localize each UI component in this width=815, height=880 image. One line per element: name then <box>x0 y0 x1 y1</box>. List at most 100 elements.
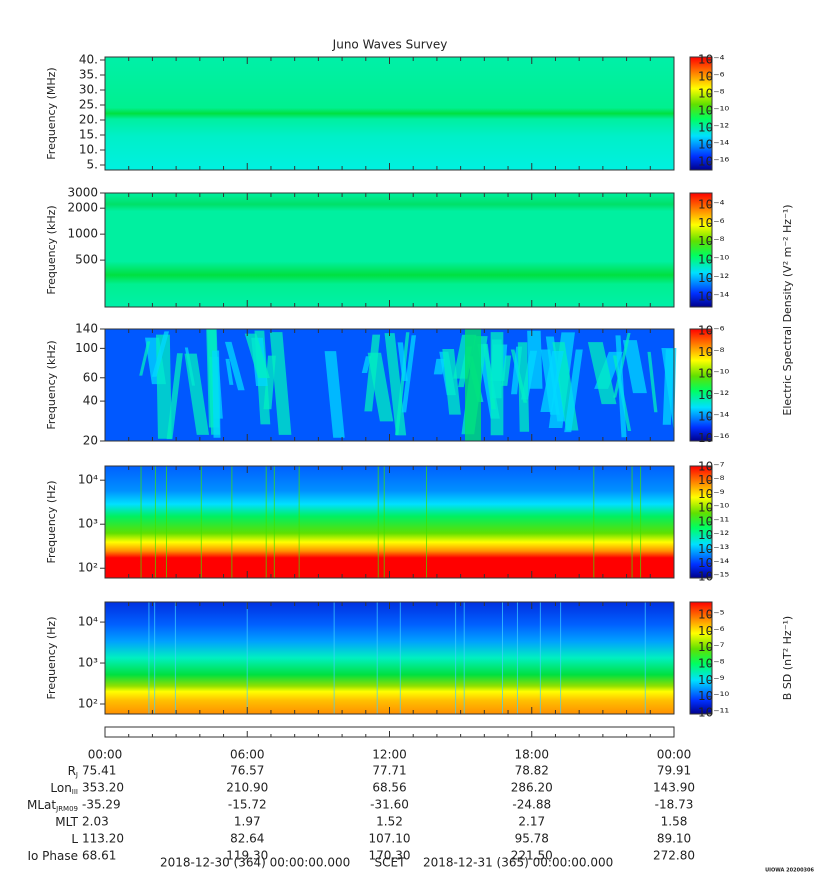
ephemeris-label: Io Phase <box>27 849 78 863</box>
colorbar-tick-label: 10⁻¹² <box>698 528 729 542</box>
y-tick-label: 140 <box>75 322 98 336</box>
colorbar-tick-label: 10⁻⁵ <box>698 608 725 622</box>
colorbar-tick-label: 10⁻⁸ <box>698 657 725 671</box>
ephemeris-value: -24.88 <box>512 798 551 812</box>
emission <box>367 352 394 422</box>
colorbar-frame <box>689 328 713 442</box>
colorbar-tick-label: 10⁻¹⁶ <box>698 154 729 168</box>
y-tick-label: 40. <box>79 52 98 66</box>
footer-center: SCET <box>375 856 407 870</box>
y-tick-label: 35. <box>79 67 98 81</box>
colorbar <box>690 602 712 714</box>
emission <box>166 353 183 440</box>
ephemeris-value: 75.41 <box>82 764 116 778</box>
colorbar-tick-label: 10⁻⁹ <box>698 673 725 687</box>
ephemeris-value: 2.17 <box>518 815 545 829</box>
ephemeris-value: 272.80 <box>653 849 695 863</box>
ephemeris-value: 353.20 <box>82 781 124 795</box>
colorbar-tick-label: 10⁻¹⁴ <box>698 137 729 151</box>
row-label: R <box>68 764 76 778</box>
colorbar-frame <box>689 56 713 171</box>
emission <box>622 340 647 394</box>
y-tick-label: 2000 <box>67 201 98 215</box>
ephemeris-label: LonIII <box>50 781 78 797</box>
colorbar-tick-label: 10⁻¹² <box>698 388 729 402</box>
y-tick-label: 1000 <box>67 227 98 241</box>
ephemeris-value: 1.52 <box>376 815 403 829</box>
row-subscript: III <box>72 788 78 796</box>
y-tick-label: 60 <box>83 370 98 384</box>
y-tick-label: 3000 <box>67 186 98 200</box>
emission <box>517 342 530 432</box>
ephemeris-value: 89.10 <box>657 832 691 846</box>
y-axis-label: Frequency (MHz) <box>45 67 58 159</box>
emission <box>401 335 417 413</box>
emission <box>151 331 170 377</box>
ephemeris-value: -35.29 <box>82 798 121 812</box>
emission <box>442 348 461 415</box>
colorbar-tick-label: 10⁻⁴ <box>698 52 725 66</box>
ephemeris-label: L <box>71 832 78 846</box>
colorbar-tick-label: 10⁻⁷ <box>698 459 725 473</box>
ephemeris-value: 79.91 <box>657 764 691 778</box>
row-label: MLat <box>27 798 56 812</box>
colorbar-tick-label: 10⁻¹⁰ <box>698 253 729 267</box>
y-tick-label: 20 <box>83 434 98 448</box>
colorbar-label: Electric Spectral Density (V² m⁻² Hz⁻¹) <box>781 204 794 415</box>
colorbar <box>690 57 712 170</box>
emission <box>662 349 674 425</box>
colorbar-tick-label: 10⁻¹¹ <box>698 706 729 720</box>
spectrogram <box>105 466 674 578</box>
ephemeris-value: 2.03 <box>82 815 109 829</box>
colorbar-tick-label: 10⁻¹⁴ <box>698 410 729 424</box>
y-tick-label: 25. <box>79 97 98 111</box>
emission <box>139 341 151 376</box>
colorbar-tick-label: 10⁻⁶ <box>698 324 725 338</box>
colorbar-tick-label: 10⁻⁸ <box>698 234 725 248</box>
row-label: MLT <box>55 815 78 829</box>
y-axis-label: Frequency (kHz) <box>45 205 58 294</box>
y-tick-label: 100 <box>75 341 98 355</box>
spectrogram <box>105 602 674 714</box>
ephemeris-value: 221.50 <box>511 849 553 863</box>
emission <box>615 335 627 438</box>
stamp: UIOWA 20200306 <box>765 868 814 874</box>
y-axis-label: Frequency (Hz) <box>45 617 58 700</box>
colorbar-frame <box>689 192 713 308</box>
time-label: 00:00 <box>657 748 692 762</box>
colorbar-tick-label: 10⁻¹⁴ <box>698 556 729 570</box>
colorbar-tick-label: 10⁻¹⁰ <box>698 367 729 381</box>
ephemeris-value: 1.97 <box>234 815 261 829</box>
y-tick-label: 10² <box>78 561 98 575</box>
colorbar-tick-label: 10⁻⁶ <box>698 69 725 83</box>
emission <box>269 332 292 435</box>
emission <box>212 350 221 438</box>
emission <box>465 329 481 441</box>
emission <box>587 342 617 405</box>
colorbar <box>690 466 712 578</box>
colorbar-tick-label: 10⁻⁶ <box>698 624 725 638</box>
spectrogram <box>105 193 674 307</box>
colorbar-tick-label: 10⁻¹⁰ <box>698 501 729 515</box>
emission <box>564 349 583 433</box>
emission <box>244 333 270 379</box>
y-tick-label: 20. <box>79 112 98 126</box>
spectrogram <box>105 57 674 170</box>
emission <box>324 351 345 438</box>
ephemeris-value: 82.64 <box>230 832 264 846</box>
footer-start: 2018-12-30 (364) 00:00:00.000 <box>160 856 350 870</box>
ephemeris-value: 143.90 <box>653 781 695 795</box>
colorbar-tick-label: 10⁻⁸ <box>698 473 725 487</box>
emission <box>490 332 504 436</box>
row-label: Io Phase <box>27 849 78 863</box>
ephemeris-value: 119.30 <box>226 849 268 863</box>
ephemeris-value: 286.20 <box>511 781 553 795</box>
emission <box>225 358 234 385</box>
ephemeris-label: RJ <box>68 764 78 780</box>
emission <box>263 355 276 410</box>
emission <box>397 342 408 381</box>
ephemeris-value: -15.72 <box>228 798 267 812</box>
colorbar-tick-label: 10⁻⁷ <box>698 640 725 654</box>
colorbar <box>690 329 712 441</box>
